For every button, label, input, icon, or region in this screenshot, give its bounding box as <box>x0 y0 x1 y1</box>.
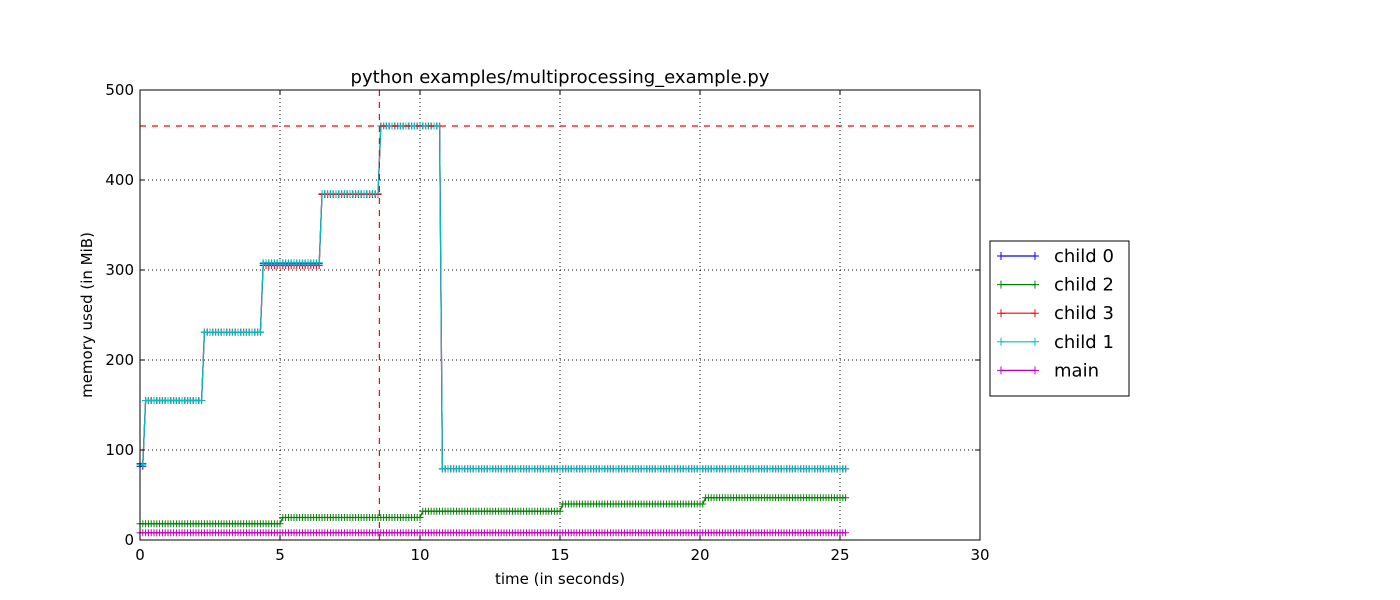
legend-item: child 0 <box>997 246 1114 267</box>
legend-label: child 0 <box>1054 246 1114 267</box>
legend-marker <box>1031 366 1039 375</box>
data-point <box>315 259 323 267</box>
data-point <box>276 520 284 528</box>
y-tick-label: 300 <box>105 261 134 279</box>
legend-item: child 2 <box>997 275 1114 296</box>
peak-markers <box>140 90 980 540</box>
data-point <box>374 190 382 197</box>
series-child-0 <box>136 122 850 473</box>
series-child-1 <box>136 122 850 473</box>
x-tick-label: 25 <box>830 546 849 564</box>
series-line <box>140 125 846 470</box>
series-layer <box>136 122 850 537</box>
data-point <box>556 507 564 515</box>
y-tick-label: 0 <box>124 531 134 549</box>
data-point <box>699 500 707 508</box>
y-tick-label: 500 <box>105 81 134 99</box>
y-tick-label: 400 <box>105 171 134 189</box>
legend-marker <box>1031 280 1039 289</box>
legend-label: main <box>1054 360 1099 381</box>
legend-marker <box>997 366 1005 375</box>
series-line <box>140 125 846 470</box>
legend-item: child 3 <box>997 303 1114 324</box>
legend-marker <box>1031 337 1039 346</box>
legend: child 0 child 2 child 3 child 1 main <box>989 240 1130 397</box>
legend-label: child 1 <box>1054 332 1114 353</box>
x-tick-label: 30 <box>970 546 989 564</box>
chart-title: python examples/multiprocessing_example.… <box>351 67 770 88</box>
data-point <box>416 514 424 521</box>
x-tick-label: 0 <box>135 546 145 564</box>
grid-lines <box>140 90 980 540</box>
legend-marker <box>1031 309 1039 318</box>
series-child-2 <box>136 494 850 528</box>
legend-marker <box>997 252 1005 260</box>
legend-marker <box>997 280 1005 289</box>
series-line <box>140 125 846 470</box>
data-point <box>842 465 850 473</box>
data-point <box>256 328 264 336</box>
legend-item: main <box>997 360 1099 381</box>
data-point <box>842 529 850 537</box>
data-point <box>198 397 206 404</box>
x-tick-label: 5 <box>275 546 285 564</box>
y-tick-label: 200 <box>105 351 134 369</box>
x-tick-label: 15 <box>550 546 569 564</box>
data-point <box>842 494 850 502</box>
x-tick-label: 20 <box>690 546 709 564</box>
series-child-3 <box>136 122 850 473</box>
legend-item: child 1 <box>997 332 1114 353</box>
y-tick-label: 100 <box>105 441 134 459</box>
x-tick-label: 10 <box>410 546 429 564</box>
legend-marker <box>997 337 1005 346</box>
legend-marker <box>997 309 1005 318</box>
legend-label: child 3 <box>1054 303 1114 324</box>
y-axis-label: memory used (in MiB) <box>78 232 96 398</box>
legend-label: child 2 <box>1054 275 1114 296</box>
legend-marker <box>1031 252 1039 260</box>
x-axis-label: time (in seconds) <box>495 570 625 588</box>
series-main <box>136 529 850 537</box>
